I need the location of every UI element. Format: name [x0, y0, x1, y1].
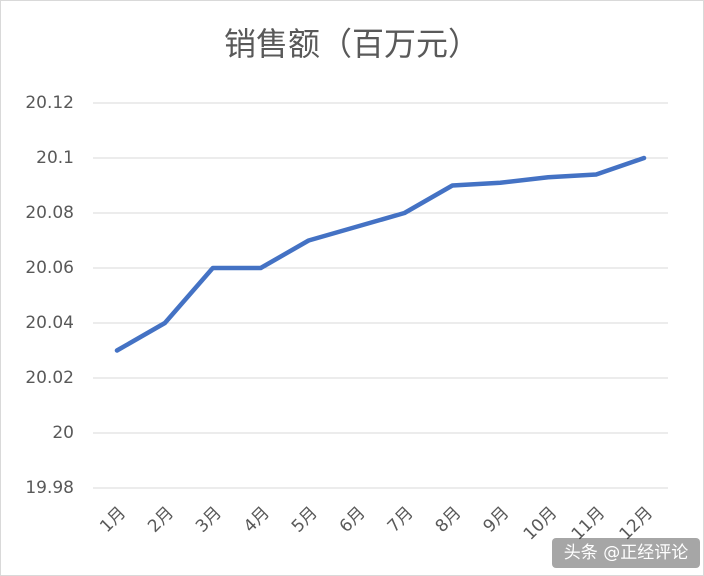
y-tick-label: 20.06	[25, 258, 74, 278]
y-tick-label: 20.12	[25, 93, 74, 113]
chart-title: 销售额（百万元）	[224, 25, 480, 63]
watermark: 头条 @正经评论	[564, 543, 688, 563]
y-tick-label: 19.98	[25, 478, 74, 498]
y-tick-label: 20.08	[25, 203, 74, 223]
y-tick-label: 20.1	[36, 148, 74, 168]
y-tick-label: 20	[52, 423, 74, 443]
watermark-bg	[552, 538, 700, 568]
line	[114, 155, 647, 353]
y-tick-label: 20.02	[25, 368, 74, 388]
y-tick-label: 20.04	[25, 313, 74, 333]
